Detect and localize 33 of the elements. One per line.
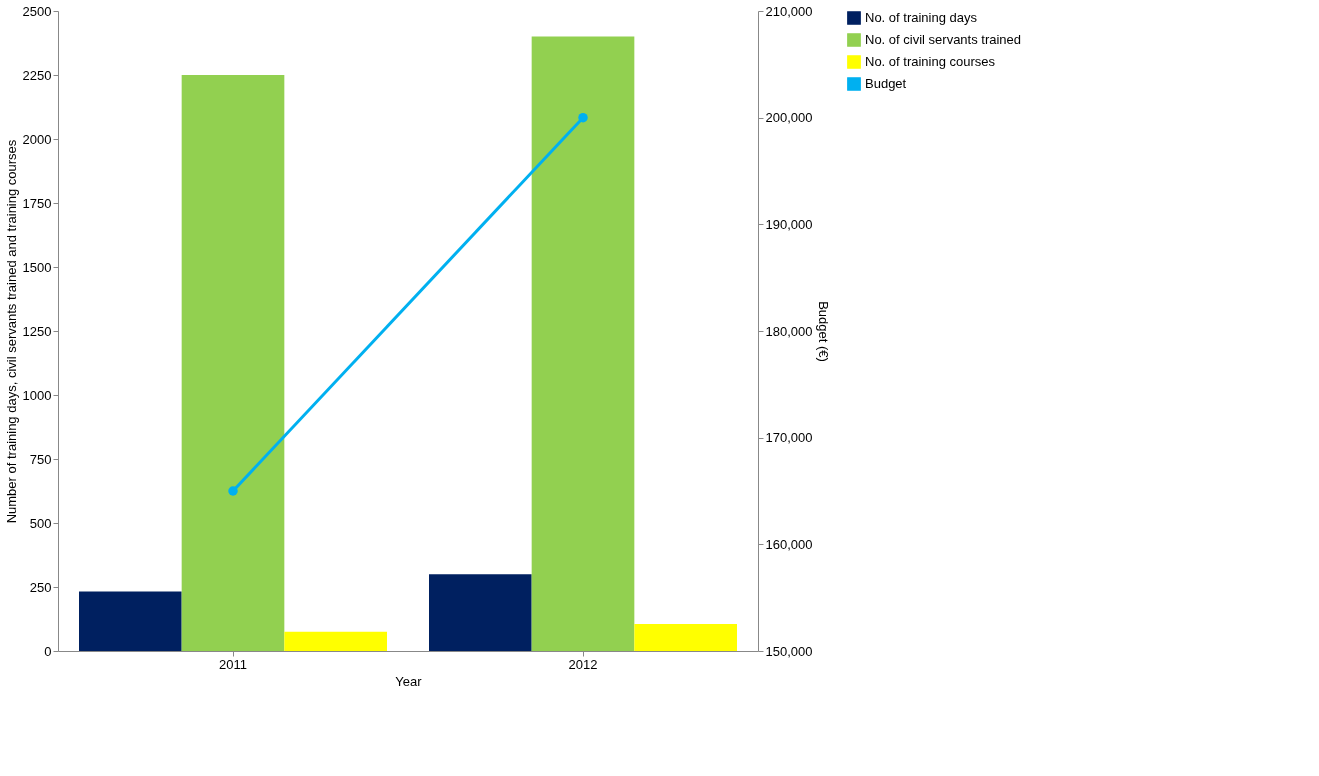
- bar: [531, 36, 635, 651]
- legend-label: No. of training courses: [865, 54, 996, 69]
- legend-label: No. of training days: [865, 10, 978, 25]
- y-tick-label: 1250: [22, 323, 52, 339]
- y-tick-label: 2500: [22, 3, 52, 19]
- x-tick-label: 2012: [568, 656, 598, 672]
- legend-label: Budget: [865, 76, 907, 91]
- bar: [634, 624, 737, 651]
- legend-label: No. of civil servants trained: [865, 32, 1022, 47]
- bar: [284, 631, 387, 651]
- x-tick-label: 2011: [219, 656, 247, 672]
- y2-axis-title: Budget (€): [816, 301, 832, 362]
- y2-tick-label: 170,000: [765, 430, 813, 446]
- y-tick-label: 1750: [22, 195, 52, 211]
- y-axis-title: Number of training days, civil servants trained and training courses: [3, 139, 19, 524]
- y-tick-label: 1500: [22, 259, 52, 275]
- y-tick-label: 500: [29, 515, 52, 531]
- y-tick-label: 0: [44, 643, 52, 659]
- y2-tick-label: 150,000: [765, 643, 813, 659]
- y-tick-label: 1000: [22, 387, 52, 403]
- y2-tick-label: 180,000: [765, 323, 813, 339]
- y2-tick-label: 160,000: [765, 536, 813, 552]
- bar: [429, 574, 532, 651]
- y2-tick-label: 210,000: [765, 3, 813, 19]
- y2-tick-label: 190,000: [765, 216, 813, 232]
- y2-tick-label: 200,000: [765, 110, 813, 126]
- x-axis-title: Year: [395, 673, 423, 689]
- y-tick-label: 750: [29, 451, 52, 467]
- y-tick-label: 2000: [22, 131, 52, 147]
- y-tick-label: 2250: [22, 67, 52, 83]
- bar: [181, 75, 285, 651]
- bar: [79, 591, 182, 651]
- y-tick-label: 250: [29, 579, 52, 595]
